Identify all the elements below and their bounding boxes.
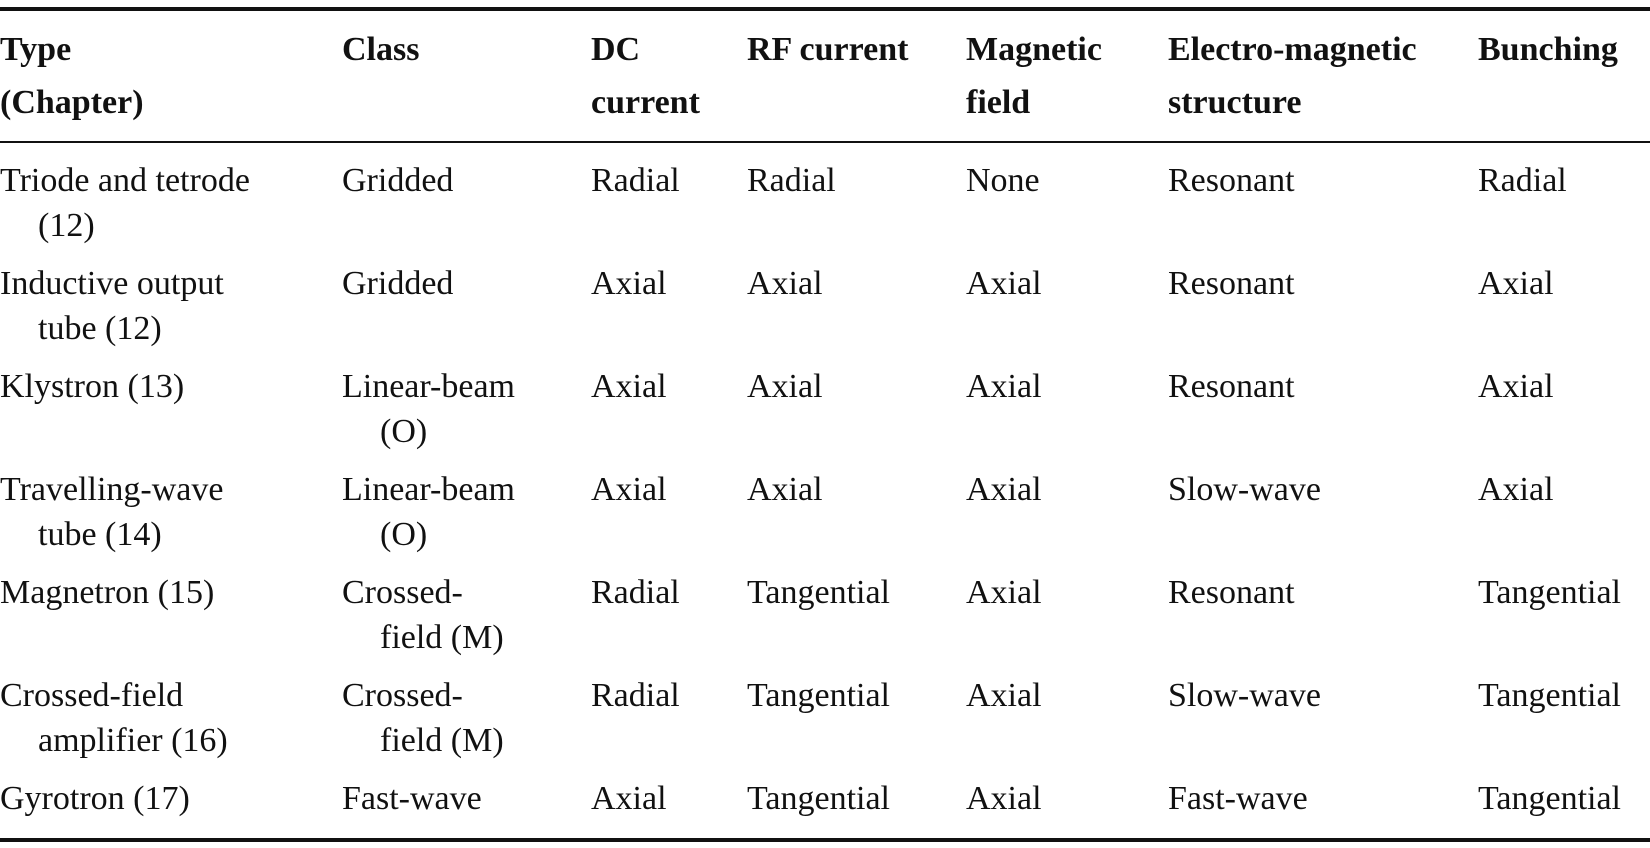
header-rule — [0, 141, 1650, 143]
table-cell: Axial — [591, 368, 667, 405]
table-cell: Axial — [591, 471, 667, 508]
table-cell: Axial — [747, 265, 823, 302]
table-cell: Axial — [1478, 471, 1554, 508]
table-cell: Crossed-field (M) — [342, 574, 504, 656]
table-cell: Travelling-wave tube (14) — [0, 471, 224, 553]
table-cell: Axial — [966, 574, 1042, 611]
table-cell: None — [966, 162, 1040, 199]
table-cell: Radial — [1478, 162, 1567, 199]
table-cell: Resonant — [1168, 265, 1295, 302]
table-cell: Radial — [591, 162, 680, 199]
header-text: Bunching — [1478, 31, 1618, 68]
table-cell: Radial — [591, 677, 680, 714]
table-cell: Magnetron (15) — [0, 574, 215, 611]
table-cell: Radial — [591, 574, 680, 611]
table-cell: Slow-wave — [1168, 471, 1321, 508]
table-cell: Tangential — [747, 677, 891, 714]
table-cell: Slow-wave — [1168, 677, 1321, 714]
table-cell: Linear-beam (O) — [342, 471, 515, 553]
table-cell: Radial — [747, 162, 836, 199]
table-cell: Axial — [966, 368, 1042, 405]
table-cell: Axial — [966, 471, 1042, 508]
table-cell: Tangential — [1478, 780, 1622, 817]
table-cell: Resonant — [1168, 368, 1295, 405]
table-cell: Axial — [1478, 265, 1554, 302]
table-cell: Tangential — [747, 780, 891, 817]
table-cell: Tangential — [747, 574, 891, 611]
table-cell: Klystron (13) — [0, 368, 185, 405]
table-cell: Resonant — [1168, 574, 1295, 611]
header-text: current — [591, 84, 700, 121]
header-text: structure — [1168, 84, 1302, 121]
table-cell: Axial — [747, 368, 823, 405]
header-text: Magnetic — [966, 31, 1102, 68]
table-cell: Gridded — [342, 265, 454, 302]
table-cell: Fast-wave — [342, 780, 482, 817]
table-cell: Inductive output tube (12) — [0, 265, 224, 347]
top-rule — [0, 7, 1650, 11]
table-cell: Crossed-field (M) — [342, 677, 504, 759]
header-text: Class — [342, 31, 420, 68]
table-cell: Crossed-field amplifier (16) — [0, 677, 228, 759]
table-cell: Gyrotron (17) — [0, 780, 190, 817]
table-cell: Axial — [747, 471, 823, 508]
header-text: RF current — [747, 31, 909, 68]
header-text: (Chapter) — [0, 84, 144, 121]
table-cell: Linear-beam (O) — [342, 368, 515, 450]
table-cell: Fast-wave — [1168, 780, 1308, 817]
header-text: field — [966, 84, 1031, 121]
table-cell: Triode and tetrode (12) — [0, 162, 250, 244]
table-cell: Axial — [966, 677, 1042, 714]
table-cell: Axial — [591, 780, 667, 817]
table-cell: Gridded — [342, 162, 454, 199]
table-cell: Resonant — [1168, 162, 1295, 199]
table-cell: Axial — [966, 780, 1042, 817]
table-cell: Axial — [1478, 368, 1554, 405]
table-cell: Axial — [591, 265, 667, 302]
bottom-rule — [0, 838, 1650, 842]
table-cell: Tangential — [1478, 677, 1622, 714]
table-cell: Tangential — [1478, 574, 1622, 611]
header-text: DC — [591, 31, 641, 68]
header-text: Electro-magnetic — [1168, 31, 1417, 68]
table-cell: Axial — [966, 265, 1042, 302]
header-text: Type — [0, 31, 72, 68]
